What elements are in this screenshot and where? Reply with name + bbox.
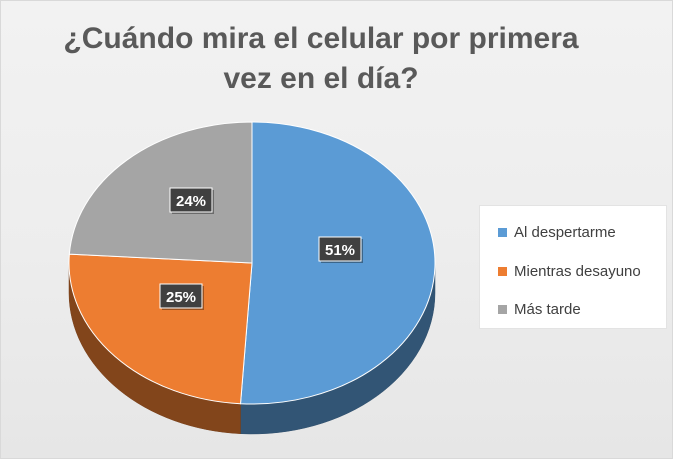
legend-item-al-despertarme: Al despertarme — [498, 222, 616, 242]
chart-legend: Al despertarme Mientras desayuno Más tar… — [479, 205, 667, 329]
legend-label-mientras-desayuno: Mientras desayuno — [514, 262, 641, 280]
pie-slice-mas-tarde — [68, 121, 253, 264]
chart-title: ¿Cuándo mira el celular por primera vez … — [41, 19, 601, 99]
chart-title-line-1: ¿Cuándo mira el celular por primera — [63, 22, 579, 55]
data-label-al-despertarme: 51% — [318, 236, 363, 263]
legend-swatch-mas-tarde — [498, 304, 507, 314]
pie-slice-mientras-desayuno — [68, 253, 253, 405]
legend-label-mas-tarde: Más tarde — [514, 300, 581, 318]
data-label-mas-tarde: 24% — [169, 187, 214, 214]
data-label-mientras-desayuno: 25% — [159, 283, 204, 310]
data-label-text-mientras-desayuno: 25% — [166, 289, 196, 306]
legend-swatch-al-despertarme — [498, 227, 507, 237]
pie-slice-al-despertarme — [239, 121, 436, 405]
legend-item-mientras-desayuno: Mientras desayuno — [498, 261, 641, 281]
legend-label-al-despertarme: Al despertarme — [514, 223, 616, 241]
data-label-text-al-despertarme: 51% — [325, 242, 355, 259]
data-label-text-mas-tarde: 24% — [176, 193, 206, 210]
legend-swatch-mientras-desayuno — [498, 266, 507, 276]
chart-title-line-2: vez en el día? — [223, 62, 419, 95]
legend-item-mas-tarde: Más tarde — [498, 299, 581, 319]
